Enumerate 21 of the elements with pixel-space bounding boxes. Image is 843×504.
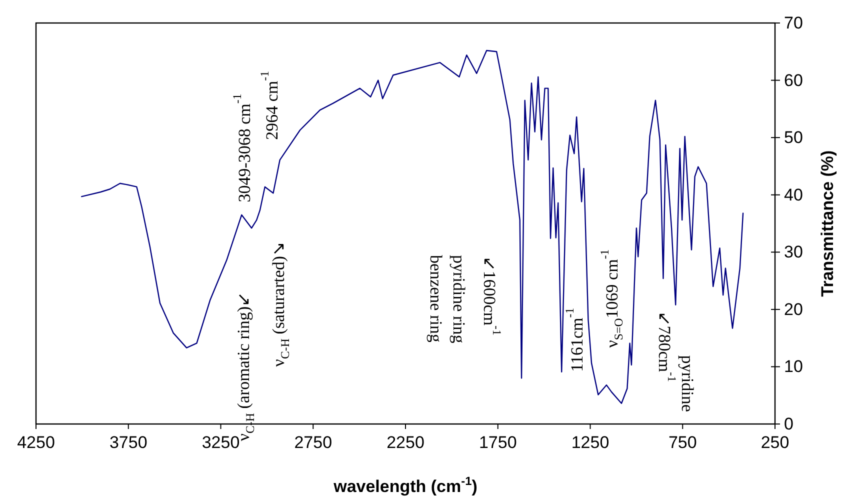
y-tick-label: 50 [784,128,803,148]
annotation: pyridine [678,355,698,412]
y-tick-label: 30 [784,242,803,262]
y-axis-title: Transmittance (%) [818,150,836,297]
y-tick-label: 60 [784,70,803,90]
x-axis-title: wavelength (cm$^{-1}$) [332,474,478,496]
y-tick-label: 10 [784,357,803,376]
x-tick-label: 250 [760,433,790,452]
x-tick-label: 750 [668,433,697,452]
x-tick-label: 1750 [478,433,517,452]
x-tick-label: 3750 [109,433,148,452]
x-tick-label: 2750 [294,433,332,452]
y-tick-label: 40 [784,185,803,204]
y-tick-label: 0 [784,414,794,434]
x-tick-label: 1250 [571,433,610,452]
x-tick-label: 4250 [17,433,55,452]
annotation: benzene ring [427,255,446,343]
annotation: pyridine ring [450,255,469,344]
x-tick-label: 2250 [386,433,424,452]
y-tick-label: 20 [784,300,803,319]
y-tick-label: 70 [784,14,803,32]
